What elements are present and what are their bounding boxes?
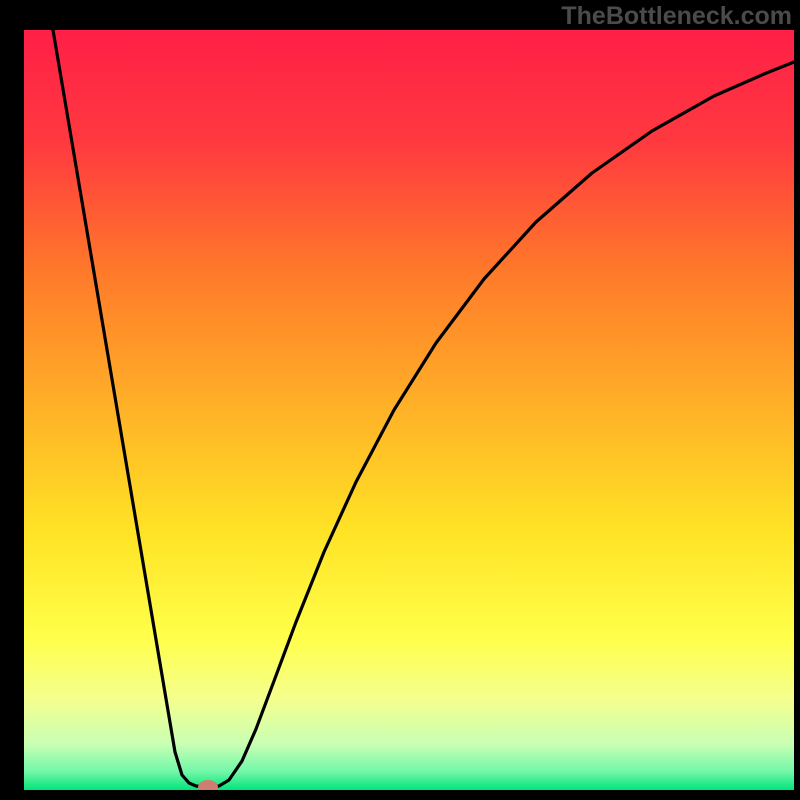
watermark-text: TheBottleneck.com	[561, 2, 792, 31]
plot-area	[24, 30, 794, 790]
bottleneck-curve	[24, 30, 794, 790]
curve-path	[53, 30, 794, 787]
optimal-point-marker	[198, 780, 218, 790]
